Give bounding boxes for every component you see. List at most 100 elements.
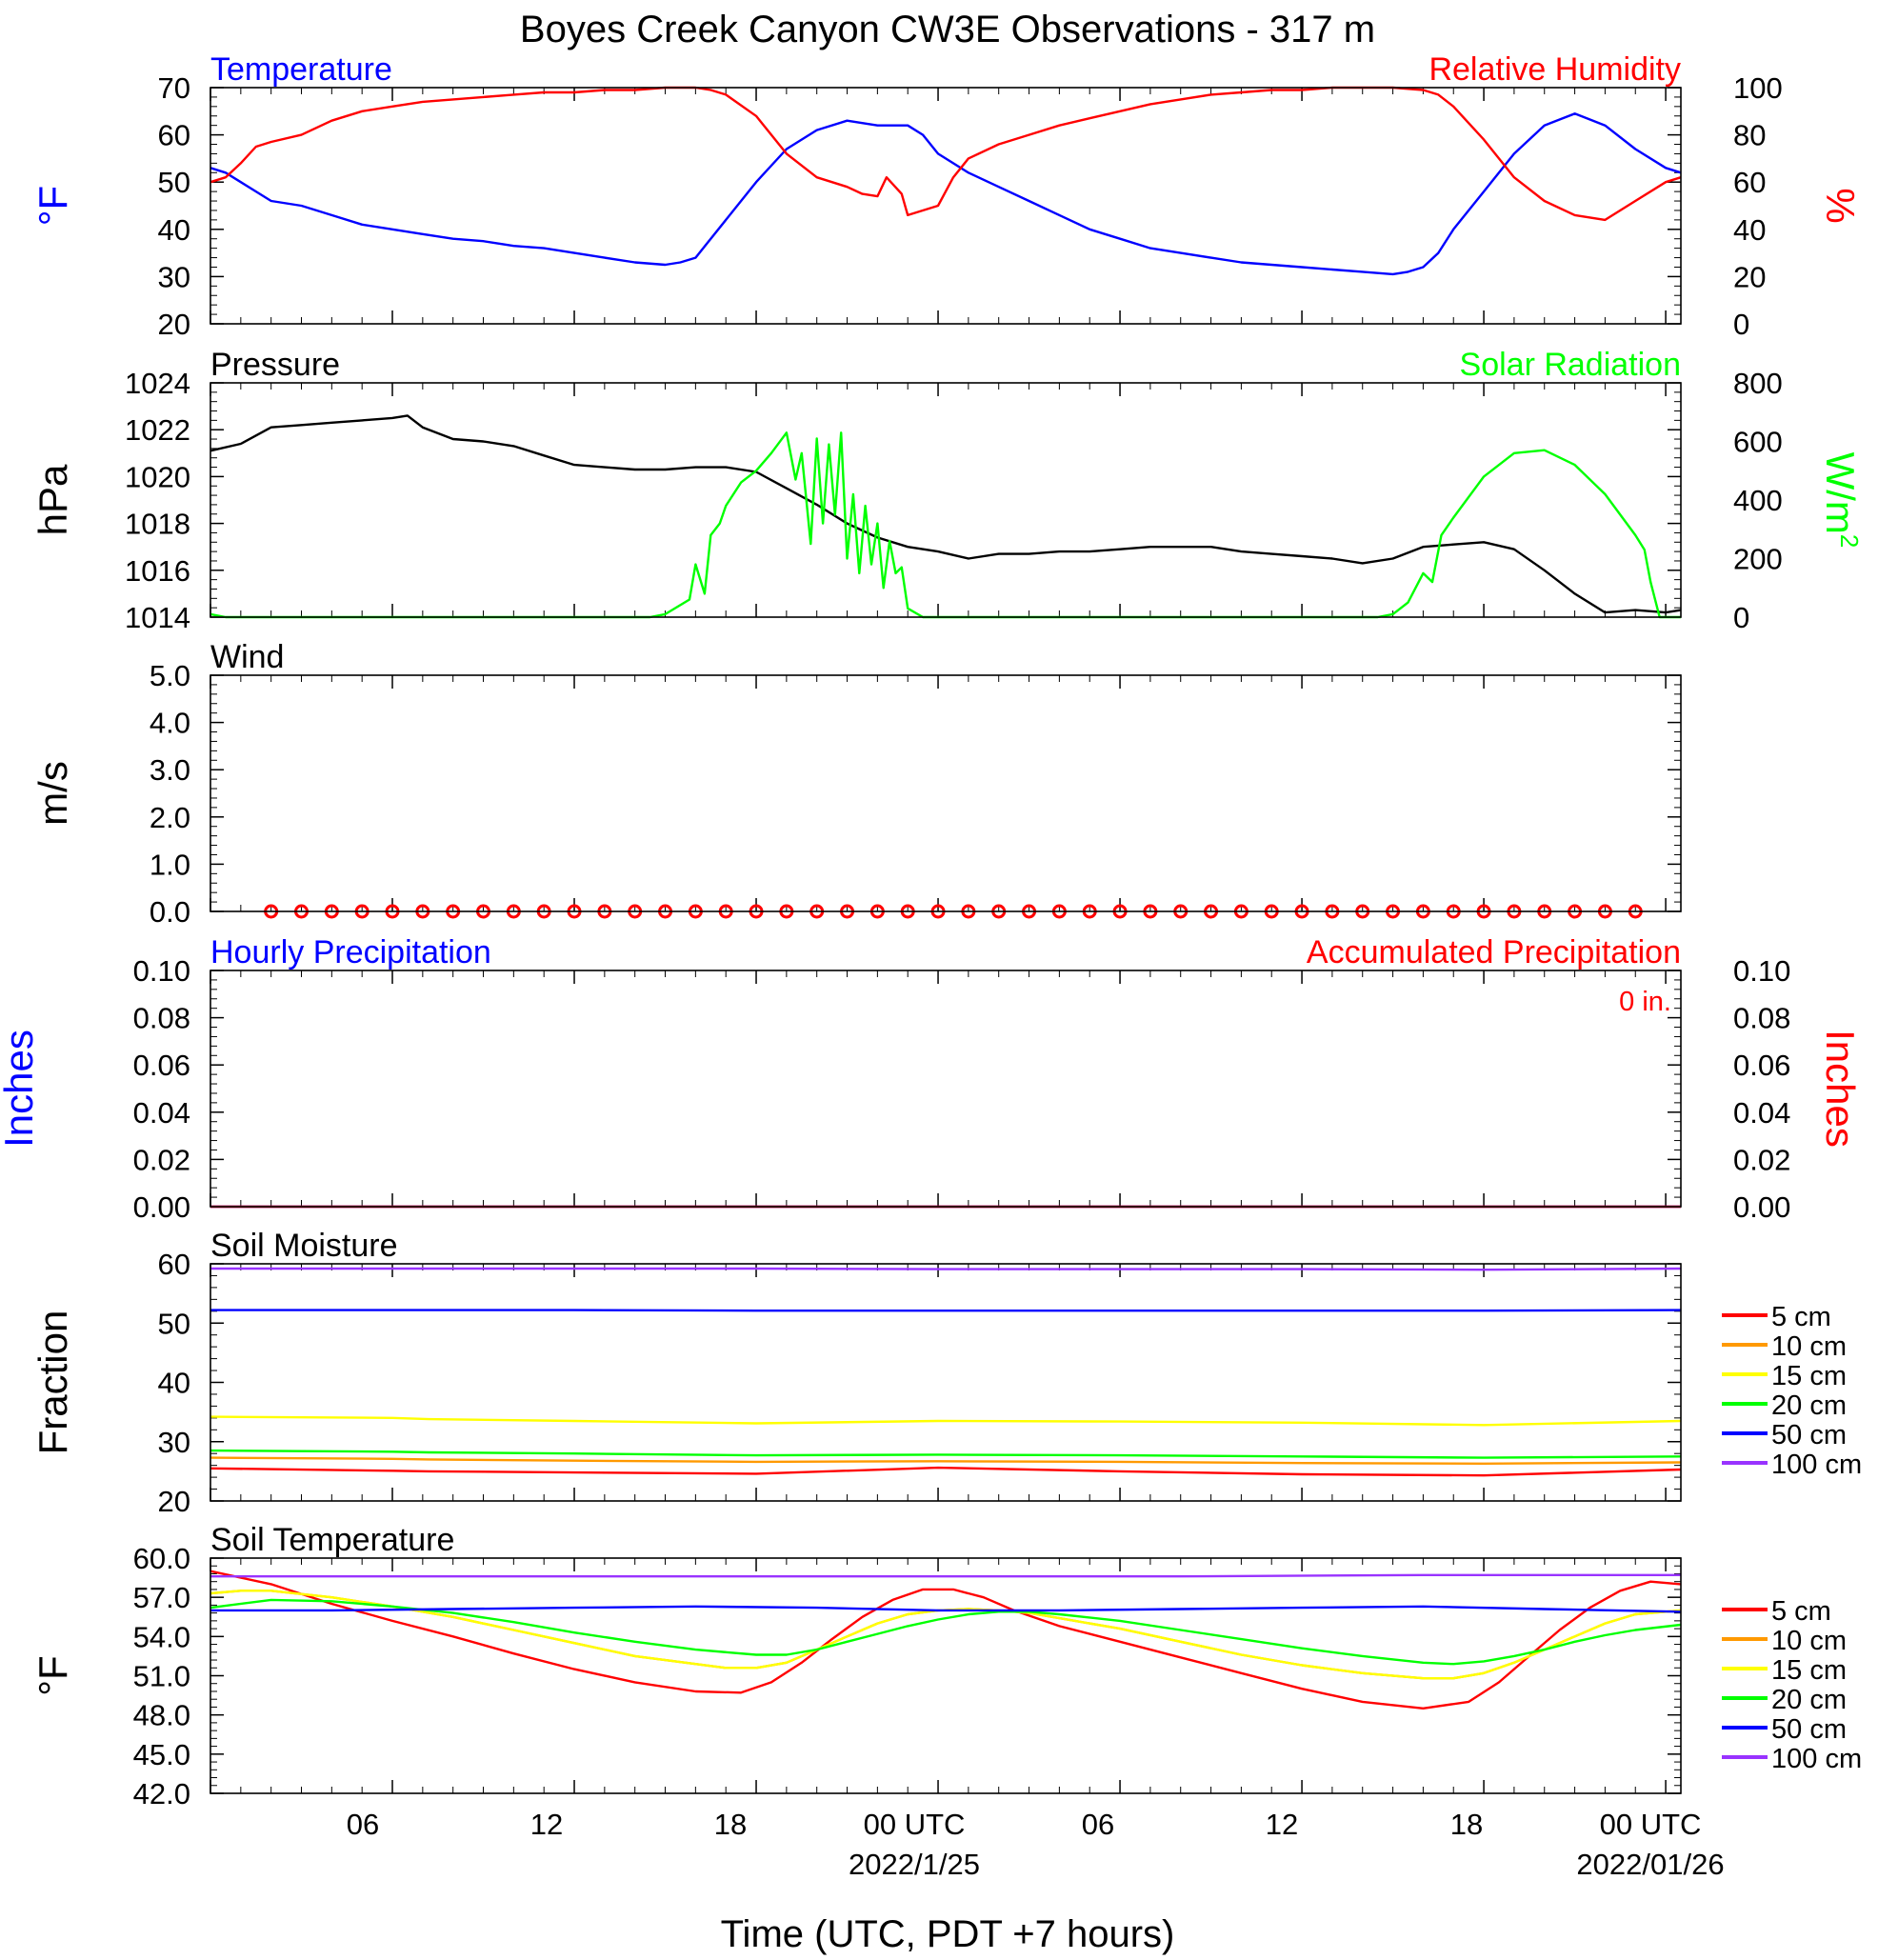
y-tick-label-left: 0.02 xyxy=(133,1143,190,1176)
panels: 70 60 50 40 30 20 100 80 60 40 200 Temperature Relat… xyxy=(0,51,1864,1810)
y-tick-label-right: 100 xyxy=(1733,71,1783,105)
panel-label-left: Wind xyxy=(210,639,284,675)
series-line-100-cm xyxy=(210,1267,1682,1271)
y-tick-label-left: 60 xyxy=(158,119,190,152)
series-line-100-cm xyxy=(210,1573,1681,1578)
panel-label-left: Soil Moisture xyxy=(210,1228,398,1264)
y-tick-label-right: 40 xyxy=(1733,213,1766,247)
y-tick-label-left: 0.0 xyxy=(150,895,190,929)
x-tick-label: 00 UTC xyxy=(1600,1808,1702,1841)
y-tick-label-left: 42.0 xyxy=(133,1777,190,1810)
y-tick-label-left: 45.0 xyxy=(133,1738,190,1771)
series-line-10-cm xyxy=(210,1590,1682,1680)
x-axis: 06 12 18 00 UTC 06 12 18 00 UTC 2022/1/2… xyxy=(347,1808,1725,1955)
panel-frame xyxy=(210,382,1682,618)
y-tick-label-left: 5.0 xyxy=(150,659,190,692)
y-tick-label-left: 0.10 xyxy=(133,954,190,988)
x-tick-label: 12 xyxy=(530,1808,563,1841)
series-line-5-cm xyxy=(210,1570,1682,1710)
panel-label-left: Temperature xyxy=(210,51,392,88)
panel-label-left: Pressure xyxy=(210,347,340,383)
y-axis-title-right: W/m2 xyxy=(1818,452,1864,549)
x-tick-label: 12 xyxy=(1266,1808,1298,1841)
panel-label-right: Relative Humidity xyxy=(1428,51,1681,88)
series-line-15-cm xyxy=(210,1415,1682,1427)
series-line-15-cm xyxy=(210,1590,1682,1680)
x-tick-label: 18 xyxy=(714,1808,747,1841)
y-tick-label-left: 50 xyxy=(158,1307,190,1340)
y-tick-label-right: 200 xyxy=(1733,543,1783,576)
y-tick-label-left: 1014 xyxy=(125,601,190,634)
chart-title: Boyes Creek Canyon CW3E Observations - 3… xyxy=(520,9,1375,50)
y-tick-label-right: 0.08 xyxy=(1733,1002,1790,1035)
y-tick-label-left: 0.04 xyxy=(133,1096,190,1130)
x-date-label: 2022/1/25 xyxy=(849,1848,980,1881)
legend-label: 10 cm xyxy=(1771,1331,1847,1362)
series-line-temperature_humidity-0 xyxy=(210,112,1682,276)
y-tick-label-right: 0.06 xyxy=(1733,1049,1790,1082)
y-axis-title-left: Inches xyxy=(0,1030,41,1148)
y-tick-label-right: 800 xyxy=(1733,367,1783,400)
y-tick-label-left: 30 xyxy=(158,260,190,293)
y-tick-label-right: 0.00 xyxy=(1733,1190,1790,1224)
y-tick-label-left: 1.0 xyxy=(150,848,190,881)
y-tick-label-left: 70 xyxy=(158,71,190,105)
panel-label-left: Hourly Precipitation xyxy=(210,934,491,970)
x-tick-label: 00 UTC xyxy=(864,1808,966,1841)
y-tick-label-right: 20 xyxy=(1733,260,1766,293)
y-tick-label-left: 54.0 xyxy=(133,1620,190,1653)
legend-label: 100 cm xyxy=(1771,1744,1862,1774)
x-tick-label: 18 xyxy=(1450,1808,1483,1841)
series-line-20-cm xyxy=(210,1598,1682,1666)
x-axis-title: Time (UTC, PDT +7 hours) xyxy=(721,1913,1175,1955)
x-tick-label: 06 xyxy=(347,1808,379,1841)
y-tick-label-right: 0.02 xyxy=(1733,1143,1790,1176)
y-tick-label-left: 4.0 xyxy=(150,707,190,740)
y-axis-title-right: % xyxy=(1818,188,1863,223)
panel-frame xyxy=(210,970,1682,1208)
y-axis-title-left: hPa xyxy=(30,464,75,535)
panel-label-left: Soil Temperature xyxy=(210,1522,454,1558)
panel-frame xyxy=(210,1263,1682,1502)
y-tick-label-left: 20 xyxy=(158,1485,190,1518)
legend-label: 5 cm xyxy=(1771,1596,1831,1627)
y-axis-title-superscript: 2 xyxy=(1835,534,1864,548)
panel-pressure_solar: 1024 1022 1020 1018 1016 1014 800 600 400 200 0 Pre… xyxy=(30,347,1864,634)
y-tick-label-left: 60 xyxy=(158,1248,190,1281)
panel-soil_temperature: 60.0 57.0 54.0 51.0 48.0 45.0 42.0 Soil Tempera… xyxy=(30,1522,1862,1810)
panel-frame xyxy=(210,87,1682,325)
x-date-label: 2022/01/26 xyxy=(1576,1848,1724,1881)
y-tick-label-left: 48.0 xyxy=(133,1699,190,1732)
y-tick-label-left: 40 xyxy=(158,213,190,247)
legend-label: 15 cm xyxy=(1771,1361,1847,1391)
x-tick-label: 06 xyxy=(1082,1808,1114,1841)
y-tick-label-right: 60 xyxy=(1733,166,1766,199)
y-tick-label-left: 1016 xyxy=(125,554,190,588)
y-tick-label-left: 3.0 xyxy=(150,753,190,787)
series-line-20-cm xyxy=(210,1449,1682,1459)
panel-frame xyxy=(210,674,1682,912)
y-tick-label-right: 0.10 xyxy=(1733,954,1790,988)
y-tick-label-left: 20 xyxy=(158,308,190,341)
legend-label: 15 cm xyxy=(1771,1655,1847,1686)
precip-annotation: 0 in. xyxy=(1619,987,1671,1017)
series-line-50-cm xyxy=(210,1605,1682,1613)
legend-label: 20 cm xyxy=(1771,1685,1847,1715)
panel-frame xyxy=(210,1557,1682,1794)
legend-label: 20 cm xyxy=(1771,1390,1847,1421)
y-tick-label-left: 0.00 xyxy=(133,1190,190,1224)
panel-label-right: Solar Radiation xyxy=(1460,347,1681,383)
series-line-temperature_humidity-1 xyxy=(210,86,1682,222)
y-tick-label-left: 51.0 xyxy=(133,1660,190,1693)
panel-precipitation: 0.10 0.08 0.06 0.04 0.02 0.00 0.10 0.08 0.06 0.04… xyxy=(0,934,1863,1224)
legend-label: 50 cm xyxy=(1771,1714,1847,1745)
y-tick-label-right: 80 xyxy=(1733,119,1766,152)
y-tick-label-left: 0.06 xyxy=(133,1049,190,1082)
series-line-pressure_solar-0 xyxy=(210,414,1682,614)
series-line-5-cm xyxy=(210,1466,1682,1477)
y-tick-label-left: 1024 xyxy=(125,367,190,400)
y-axis-title-left: Fraction xyxy=(30,1310,75,1455)
y-tick-label-left: 1018 xyxy=(125,508,190,541)
